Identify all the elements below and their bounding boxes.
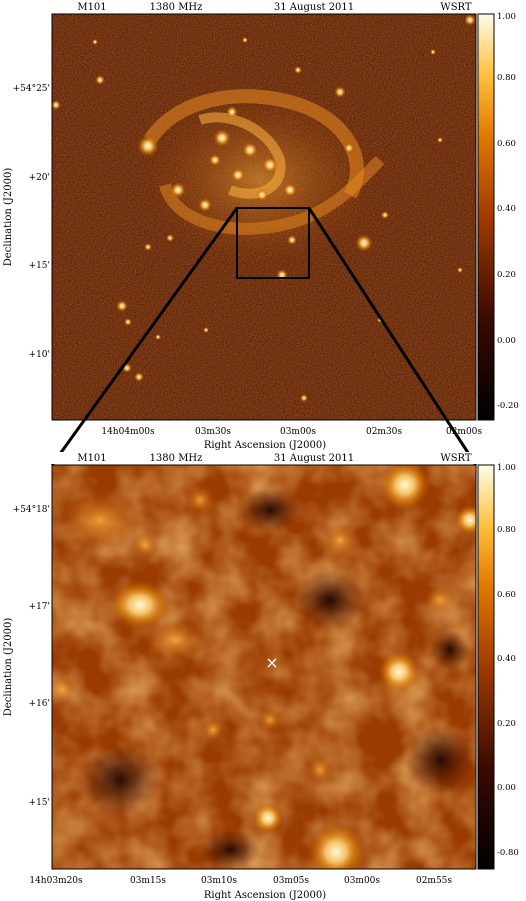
bottom-image — [52, 465, 476, 869]
top-header-date: 31 August 2011 — [274, 2, 354, 13]
bottom-x-tick: 03m10s — [201, 876, 237, 886]
top-x-tick: 14h04m00s — [101, 427, 155, 437]
bottom-y-tick: +16' — [29, 699, 50, 709]
bottom-y-tick: +15' — [29, 798, 50, 808]
top-colorbar-tick: 0.60 — [497, 139, 516, 149]
bottom-header-frequency: 1380 MHz — [150, 453, 203, 464]
bottom-colorbar-tick: -0.80 — [497, 848, 519, 858]
top-panel: M101 1380 MHz 31 August 2011 WSRT — [3, 2, 519, 451]
bottom-y-tick: +17' — [29, 602, 50, 612]
top-header-frequency: 1380 MHz — [150, 2, 203, 13]
top-colorbar — [477, 13, 495, 421]
bottom-y-tick: +54°18' — [13, 505, 50, 515]
top-x-tick: 02m00s — [446, 427, 482, 437]
zoom-connector-right — [307, 207, 478, 466]
top-y-axis-label: Declination (J2000) — [3, 168, 14, 267]
top-colorbar-tick: -0.20 — [497, 401, 519, 411]
bottom-panel: M101 1380 MHz 31 August 2011 WSRT — [0, 452, 526, 901]
top-colorbar-tick: 0.80 — [497, 73, 516, 83]
top-x-axis-label: Right Ascension (J2000) — [204, 440, 326, 451]
bottom-colorbar-tick: 0.00 — [497, 783, 516, 793]
bottom-header-date: 31 August 2011 — [274, 453, 354, 464]
bottom-x-tick: 02m55s — [416, 876, 452, 886]
bottom-x-axis-label: Right Ascension (J2000) — [204, 890, 326, 901]
top-x-tick: 03m00s — [280, 427, 316, 437]
top-colorbar-tick: 0.20 — [497, 270, 516, 280]
top-y-tick: +54°25' — [13, 84, 50, 94]
bottom-header-object: M101 — [77, 453, 106, 464]
top-y-tick: +20' — [29, 173, 50, 183]
bottom-colorbar-tick: 0.20 — [497, 719, 516, 729]
bottom-colorbar-tick: 0.80 — [497, 525, 516, 535]
bottom-x-tick: 03m15s — [130, 876, 166, 886]
top-header-telescope: WSRT — [440, 2, 471, 13]
bottom-x-tick: 03m00s — [344, 876, 380, 886]
top-image — [52, 14, 476, 420]
bottom-x-tick: 14h03m20s — [29, 876, 83, 886]
zoom-connector-left — [50, 207, 239, 466]
top-x-tick: 03m30s — [195, 427, 231, 437]
top-y-tick: +10' — [29, 350, 50, 360]
bottom-image-frame — [51, 464, 477, 870]
top-colorbar-tick: 0.40 — [497, 204, 516, 214]
bottom-colorbar-tick: 1.00 — [497, 463, 516, 473]
bottom-y-axis-label: Declination (J2000) — [3, 618, 14, 717]
top-colorbar-tick: 1.00 — [497, 12, 516, 22]
bottom-colorbar-tick: 0.40 — [497, 654, 516, 664]
bottom-header-telescope: WSRT — [440, 453, 471, 464]
bottom-x-tick: 03m05s — [273, 876, 309, 886]
top-header-object: M101 — [77, 2, 106, 13]
top-image-frame — [51, 13, 477, 421]
bottom-colorbar — [477, 464, 495, 870]
position-marker: × — [265, 653, 278, 672]
top-colorbar-tick: 0.00 — [497, 336, 516, 346]
zoom-region-box — [236, 207, 310, 279]
top-x-tick: 02m30s — [366, 427, 402, 437]
bottom-colorbar-tick: 0.60 — [497, 590, 516, 600]
top-y-tick: +15' — [29, 261, 50, 271]
